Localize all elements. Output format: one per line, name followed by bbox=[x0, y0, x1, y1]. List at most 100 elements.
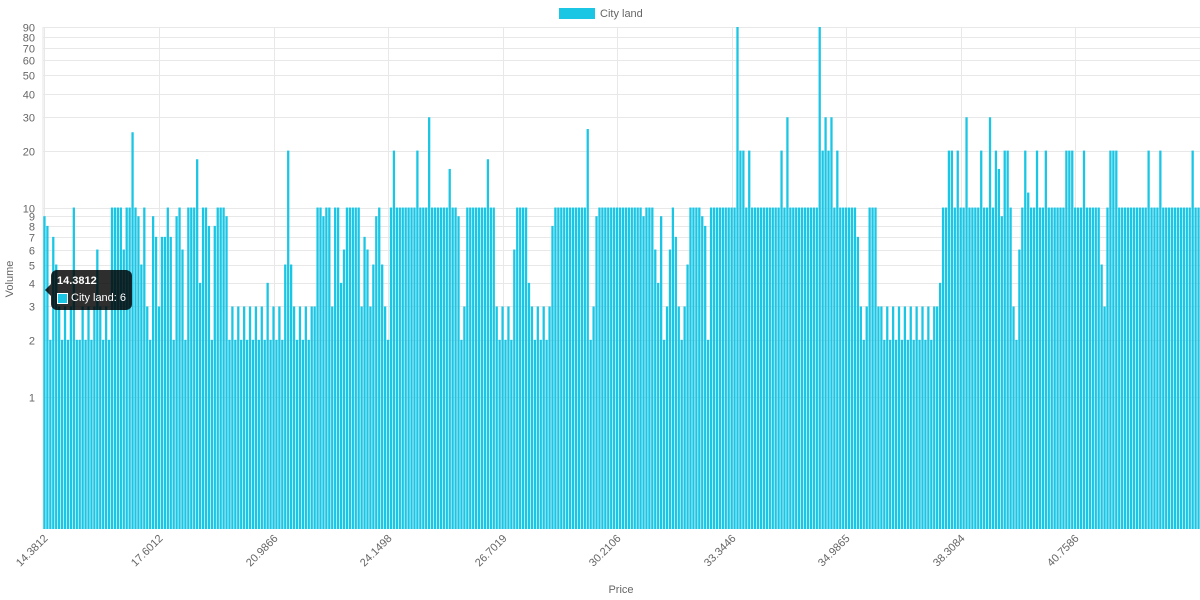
bar[interactable] bbox=[284, 264, 287, 530]
bar[interactable] bbox=[988, 117, 992, 530]
bar[interactable] bbox=[498, 339, 501, 529]
bar[interactable] bbox=[316, 207, 319, 530]
bar[interactable] bbox=[783, 207, 786, 530]
bar[interactable] bbox=[598, 207, 601, 530]
bar[interactable] bbox=[607, 207, 610, 530]
bar[interactable] bbox=[874, 207, 877, 530]
bar[interactable] bbox=[915, 306, 918, 529]
bar[interactable] bbox=[536, 306, 539, 529]
bar[interactable] bbox=[1000, 216, 1003, 529]
bar[interactable] bbox=[739, 150, 742, 529]
bar[interactable] bbox=[551, 225, 554, 529]
bar[interactable] bbox=[143, 207, 146, 530]
bar[interactable] bbox=[495, 306, 498, 529]
bar[interactable] bbox=[457, 216, 460, 529]
bar[interactable] bbox=[701, 216, 704, 529]
bar[interactable] bbox=[718, 207, 722, 530]
bar[interactable] bbox=[257, 339, 260, 529]
bar[interactable] bbox=[134, 207, 137, 530]
bar[interactable] bbox=[977, 207, 980, 530]
bar[interactable] bbox=[345, 207, 349, 530]
bar[interactable] bbox=[1197, 207, 1200, 530]
bar[interactable] bbox=[533, 339, 537, 529]
bar[interactable] bbox=[839, 207, 842, 530]
bar[interactable] bbox=[63, 306, 67, 529]
bar[interactable] bbox=[1006, 150, 1009, 529]
bar[interactable] bbox=[1015, 339, 1018, 529]
bar[interactable] bbox=[354, 207, 357, 530]
bar[interactable] bbox=[1135, 207, 1139, 530]
bar[interactable] bbox=[1053, 207, 1056, 530]
bar[interactable] bbox=[994, 150, 998, 529]
bar[interactable] bbox=[213, 225, 216, 529]
bar[interactable] bbox=[231, 306, 234, 529]
bar[interactable] bbox=[768, 207, 771, 530]
bar[interactable] bbox=[278, 306, 281, 529]
bar[interactable] bbox=[774, 207, 777, 530]
bar[interactable] bbox=[351, 207, 354, 530]
bar[interactable] bbox=[897, 306, 901, 529]
bar[interactable] bbox=[748, 150, 751, 529]
bar[interactable] bbox=[163, 236, 167, 530]
bar[interactable] bbox=[660, 216, 663, 529]
bar[interactable] bbox=[348, 207, 352, 530]
bar[interactable] bbox=[777, 207, 780, 530]
bar[interactable] bbox=[751, 207, 754, 530]
bar[interactable] bbox=[721, 207, 724, 530]
bar[interactable] bbox=[1126, 207, 1130, 530]
bar[interactable] bbox=[668, 249, 672, 529]
bar[interactable] bbox=[1032, 207, 1036, 530]
bar[interactable] bbox=[1168, 207, 1171, 530]
bar[interactable] bbox=[1021, 207, 1024, 530]
legend-label[interactable]: City land bbox=[600, 8, 643, 20]
bar[interactable] bbox=[545, 339, 548, 529]
bar[interactable] bbox=[947, 150, 951, 529]
bar[interactable] bbox=[1041, 207, 1045, 530]
bar[interactable] bbox=[903, 306, 907, 529]
bar[interactable] bbox=[166, 207, 169, 530]
bar[interactable] bbox=[425, 207, 428, 530]
bar[interactable] bbox=[836, 150, 839, 529]
bar[interactable] bbox=[375, 216, 378, 529]
bar[interactable] bbox=[60, 339, 64, 529]
bar[interactable] bbox=[398, 207, 401, 530]
bar[interactable] bbox=[386, 339, 390, 529]
bar[interactable] bbox=[151, 216, 155, 529]
bar[interactable] bbox=[190, 207, 193, 530]
bar[interactable] bbox=[736, 27, 739, 529]
bar[interactable] bbox=[160, 236, 164, 530]
bar[interactable] bbox=[944, 207, 948, 530]
bar[interactable] bbox=[1082, 150, 1086, 529]
bar[interactable] bbox=[1185, 207, 1188, 530]
bar[interactable] bbox=[475, 207, 478, 530]
bar[interactable] bbox=[269, 339, 272, 529]
bar[interactable] bbox=[275, 339, 278, 529]
bar[interactable] bbox=[1159, 150, 1162, 529]
bar[interactable] bbox=[84, 339, 87, 529]
bar[interactable] bbox=[983, 207, 986, 530]
bar[interactable] bbox=[651, 207, 654, 530]
bar[interactable] bbox=[516, 207, 519, 530]
bar[interactable] bbox=[827, 150, 830, 529]
bar[interactable] bbox=[413, 207, 416, 530]
bar[interactable] bbox=[336, 207, 340, 530]
bar[interactable] bbox=[301, 339, 305, 529]
bar[interactable] bbox=[859, 306, 862, 529]
bar[interactable] bbox=[480, 207, 484, 530]
bar[interactable] bbox=[980, 150, 983, 529]
bar[interactable] bbox=[436, 207, 440, 530]
bar[interactable] bbox=[1012, 306, 1015, 529]
bar[interactable] bbox=[780, 150, 783, 529]
bar[interactable] bbox=[850, 207, 854, 530]
bar[interactable] bbox=[1035, 150, 1039, 529]
bar[interactable] bbox=[1132, 207, 1136, 530]
bar[interactable] bbox=[1100, 264, 1103, 530]
bar[interactable] bbox=[469, 207, 472, 530]
bar[interactable] bbox=[1138, 207, 1141, 530]
bar[interactable] bbox=[87, 306, 90, 529]
bar[interactable] bbox=[69, 306, 73, 529]
bar[interactable] bbox=[906, 339, 909, 529]
bar[interactable] bbox=[489, 207, 492, 530]
bar[interactable] bbox=[918, 339, 921, 529]
bar[interactable] bbox=[319, 207, 322, 530]
